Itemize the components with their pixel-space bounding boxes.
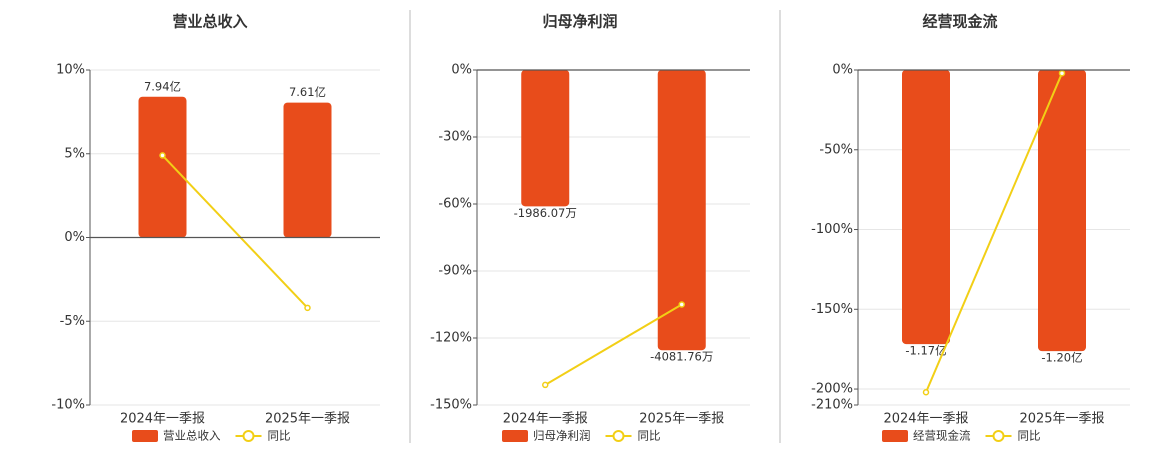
y-tick-label: -210% bbox=[811, 398, 853, 413]
legend-label: 同比 bbox=[268, 429, 291, 443]
value-label: 7.94亿 bbox=[144, 79, 181, 93]
legend-marker bbox=[992, 430, 1005, 442]
line-point bbox=[1058, 69, 1066, 77]
legend-marker bbox=[242, 430, 255, 442]
chart-title: 经营现金流 bbox=[922, 13, 997, 31]
y-tick-label: -5% bbox=[60, 314, 85, 329]
y-tick-label: -150% bbox=[811, 302, 853, 317]
legend-label: 经营现金流 bbox=[913, 429, 971, 443]
legend-label: 同比 bbox=[638, 429, 661, 443]
line bbox=[544, 303, 683, 386]
line bbox=[925, 72, 1063, 393]
value-label: -1986.07万 bbox=[514, 206, 577, 220]
y-tick-label: -60% bbox=[438, 197, 472, 212]
chart-title: 归母净利润 bbox=[542, 13, 617, 31]
x-tick-label: 2024年一季报 bbox=[883, 412, 968, 427]
y-tick-label: -200% bbox=[811, 382, 853, 397]
value-label: -4081.76万 bbox=[650, 350, 713, 364]
chart-title: 营业总收入 bbox=[172, 13, 247, 31]
y-tick-label: -150% bbox=[430, 398, 472, 413]
legend-swatch bbox=[132, 430, 158, 442]
bar bbox=[138, 96, 187, 238]
line bbox=[161, 154, 309, 309]
value-label: -1.20亿 bbox=[1041, 351, 1082, 365]
x-tick-label: 2025年一季报 bbox=[1019, 412, 1104, 427]
legend-marker bbox=[612, 430, 625, 442]
y-tick-label: -100% bbox=[811, 222, 853, 237]
bar bbox=[657, 70, 706, 351]
line-point bbox=[159, 152, 166, 159]
y-tick-label: 0% bbox=[64, 230, 85, 245]
legend-label: 归母净利润 bbox=[533, 429, 591, 443]
legend-label: 同比 bbox=[1018, 429, 1041, 443]
bar bbox=[521, 70, 570, 207]
y-tick-label: -30% bbox=[438, 130, 472, 145]
y-tick-label: 10% bbox=[56, 63, 85, 78]
bar bbox=[1038, 70, 1086, 352]
bar bbox=[283, 102, 332, 238]
legend-swatch bbox=[882, 430, 908, 442]
bar bbox=[902, 70, 950, 345]
line-point bbox=[922, 388, 930, 396]
x-tick-label: 2025年一季报 bbox=[265, 412, 350, 427]
y-tick-label: -90% bbox=[438, 264, 472, 279]
y-tick-label: -120% bbox=[430, 331, 472, 346]
y-tick-label: -10% bbox=[51, 398, 85, 413]
legend-label: 营业总收入 bbox=[163, 429, 221, 443]
y-tick-label: 5% bbox=[64, 146, 85, 161]
x-tick-label: 2024年一季报 bbox=[120, 412, 205, 427]
x-tick-label: 2024年一季报 bbox=[503, 412, 588, 427]
y-tick-label: 0% bbox=[451, 63, 472, 78]
value-label: 7.61亿 bbox=[289, 85, 326, 99]
line-point bbox=[304, 304, 311, 312]
y-tick-label: -50% bbox=[819, 142, 853, 157]
y-tick-label: 0% bbox=[832, 63, 853, 78]
value-label: -1.17亿 bbox=[905, 344, 946, 358]
line-point bbox=[542, 381, 549, 389]
line-point bbox=[678, 301, 685, 308]
legend-swatch bbox=[502, 430, 528, 442]
x-tick-label: 2025年一季报 bbox=[639, 412, 724, 427]
